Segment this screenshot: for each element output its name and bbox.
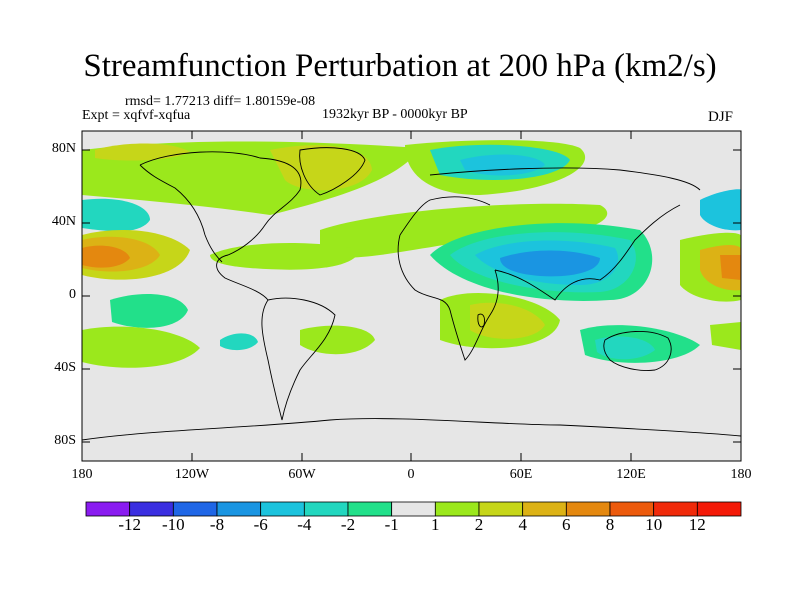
colorbar-swatch: [391, 501, 436, 517]
lon-label-0: 0: [407, 467, 415, 482]
lon-label-60e: 60E: [509, 467, 533, 482]
colorbar-label: -8: [209, 515, 225, 534]
stats-text: rmsd= 1.77213 diff= 1.80159e-08: [125, 94, 316, 109]
colorbar-label: -2: [340, 515, 356, 534]
colorbar-label: 1: [431, 515, 440, 534]
lon-label-180e: 180: [730, 467, 752, 482]
colorbar-swatch: [696, 501, 742, 517]
colorbar-label: 4: [518, 515, 527, 534]
lon-label-180w: 180: [71, 467, 93, 482]
colorbar-swatch: [522, 501, 567, 517]
colorbar-swatch: [216, 501, 262, 517]
lat-label-40s: 40S: [54, 360, 76, 375]
colorbar-label: 2: [474, 515, 484, 534]
lon-label-120w: 120W: [174, 467, 210, 482]
lat-ticks: [82, 149, 741, 443]
coastlines: [82, 147, 741, 441]
colorbar-swatch: [85, 501, 131, 517]
colorbar-label: -4: [297, 515, 312, 534]
colorbar-label: -1: [384, 515, 399, 534]
colorbar-label: -6: [253, 515, 268, 534]
expt-text: Expt = xqfvf-xqfua: [82, 108, 191, 123]
lon-ticks: [81, 131, 742, 461]
lat-label-80n: 80N: [51, 141, 76, 156]
lat-label-80s: 80S: [54, 433, 76, 448]
plot-title: Streamfunction Perturbation at 200 hPa (…: [83, 48, 717, 84]
lon-label-120e: 120E: [616, 467, 646, 482]
colorbar-swatch: [653, 501, 698, 517]
colorbar-label: 8: [605, 515, 615, 534]
period-text: 1932kyr BP - 0000kyr BP: [322, 107, 468, 122]
colorbar-swatch: [347, 501, 393, 517]
colorbar-swatch: [609, 501, 655, 517]
colorbar-label: -10: [161, 515, 185, 534]
colorbar-swatch: [129, 501, 174, 517]
lat-label-0: 0: [69, 287, 76, 302]
contour-fills: [82, 140, 741, 368]
lat-label-40n: 40N: [51, 214, 76, 229]
colorbar-swatch: [260, 501, 305, 517]
colorbar-label: 10: [645, 515, 663, 534]
colorbar: [85, 501, 742, 517]
colorbar-swatch: [434, 501, 480, 517]
season-text: DJF: [708, 109, 734, 125]
lon-label-60w: 60W: [288, 467, 316, 482]
colorbar-swatch: [303, 501, 349, 517]
colorbar-label: -12: [118, 515, 142, 534]
colorbar-swatch: [172, 501, 218, 517]
colorbar-label: 6: [562, 515, 571, 534]
colorbar-swatch: [478, 501, 524, 517]
colorbar-swatch: [565, 501, 611, 517]
colorbar-label: 12: [688, 515, 706, 534]
